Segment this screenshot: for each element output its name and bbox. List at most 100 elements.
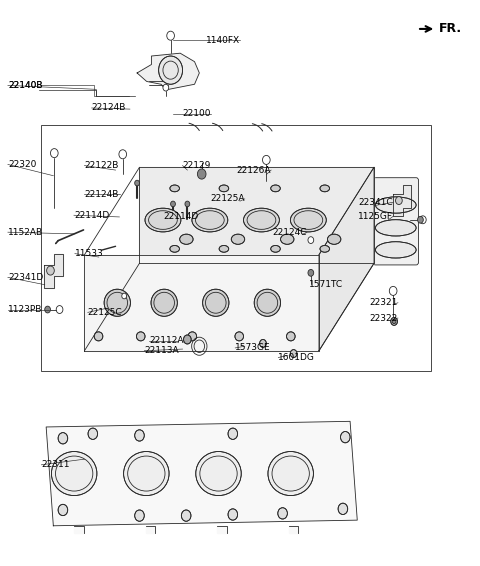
Ellipse shape: [271, 246, 280, 252]
Ellipse shape: [196, 452, 241, 496]
Circle shape: [183, 335, 191, 344]
Text: 1123PB: 1123PB: [8, 305, 42, 314]
Text: 22113A: 22113A: [144, 346, 179, 355]
Ellipse shape: [104, 289, 131, 316]
Circle shape: [278, 508, 288, 519]
Ellipse shape: [203, 289, 229, 316]
Text: 22100: 22100: [183, 109, 211, 118]
Polygon shape: [217, 526, 227, 533]
Ellipse shape: [94, 332, 103, 341]
Circle shape: [340, 431, 350, 443]
Text: 22140B: 22140B: [8, 81, 42, 90]
FancyBboxPatch shape: [373, 178, 419, 265]
Polygon shape: [393, 185, 411, 216]
Text: 22341D: 22341D: [8, 273, 43, 282]
Text: FR.: FR.: [439, 23, 462, 36]
Text: 22126A: 22126A: [237, 166, 271, 174]
Circle shape: [181, 510, 191, 521]
Circle shape: [185, 201, 190, 207]
Text: 1573GE: 1573GE: [235, 344, 271, 353]
Text: 1152AB: 1152AB: [8, 228, 43, 237]
Bar: [41, 125, 432, 371]
Text: 22341C: 22341C: [359, 198, 393, 207]
Text: 22112A: 22112A: [149, 336, 183, 345]
Text: 22311: 22311: [41, 460, 70, 469]
Text: 22122B: 22122B: [84, 161, 119, 170]
Text: 1125GF: 1125GF: [358, 212, 393, 221]
Text: 22320: 22320: [8, 160, 36, 169]
Text: 1140FX: 1140FX: [206, 36, 240, 45]
Polygon shape: [84, 255, 319, 351]
Text: 1571TC: 1571TC: [310, 280, 344, 289]
Circle shape: [163, 84, 168, 91]
Ellipse shape: [235, 332, 243, 341]
Polygon shape: [46, 421, 357, 526]
Text: 1601DG: 1601DG: [278, 353, 315, 362]
Ellipse shape: [51, 452, 97, 496]
Text: 22124C: 22124C: [273, 228, 307, 237]
Ellipse shape: [219, 246, 228, 252]
Text: 22125C: 22125C: [88, 308, 122, 317]
Ellipse shape: [170, 185, 180, 192]
Circle shape: [391, 318, 397, 325]
Text: 22124B: 22124B: [84, 190, 119, 199]
Circle shape: [47, 266, 54, 275]
Ellipse shape: [124, 452, 169, 496]
Circle shape: [338, 503, 348, 514]
Circle shape: [135, 180, 140, 186]
Circle shape: [58, 432, 68, 444]
Ellipse shape: [254, 289, 280, 316]
Text: 22124B: 22124B: [92, 104, 126, 113]
Ellipse shape: [327, 234, 341, 245]
Ellipse shape: [136, 332, 145, 341]
Circle shape: [135, 510, 144, 521]
Circle shape: [396, 196, 402, 204]
Ellipse shape: [231, 234, 245, 245]
Text: 22114D: 22114D: [74, 211, 109, 220]
Circle shape: [88, 428, 97, 439]
Ellipse shape: [170, 246, 180, 252]
Circle shape: [58, 504, 68, 516]
Ellipse shape: [192, 208, 228, 232]
Text: 22140B: 22140B: [8, 81, 42, 90]
Text: 11533: 11533: [75, 249, 104, 258]
Text: 22322: 22322: [370, 314, 398, 323]
Polygon shape: [140, 168, 374, 263]
Ellipse shape: [375, 220, 416, 236]
Text: 22125A: 22125A: [210, 194, 245, 203]
Polygon shape: [44, 254, 63, 288]
Polygon shape: [137, 53, 199, 90]
Ellipse shape: [180, 234, 193, 245]
Circle shape: [197, 169, 206, 179]
Text: 22321: 22321: [370, 298, 398, 307]
Text: 22129: 22129: [182, 161, 211, 170]
Ellipse shape: [287, 332, 295, 341]
Ellipse shape: [268, 452, 313, 496]
Ellipse shape: [375, 197, 416, 213]
Ellipse shape: [219, 185, 228, 192]
Ellipse shape: [290, 208, 326, 232]
Circle shape: [418, 216, 423, 223]
Ellipse shape: [375, 242, 416, 258]
Polygon shape: [146, 526, 156, 533]
Ellipse shape: [271, 185, 280, 192]
Polygon shape: [74, 526, 84, 533]
Circle shape: [260, 340, 266, 348]
Circle shape: [158, 56, 182, 84]
Circle shape: [228, 509, 238, 520]
Ellipse shape: [188, 332, 197, 341]
Polygon shape: [319, 168, 374, 351]
Text: 22114D: 22114D: [163, 212, 199, 221]
Ellipse shape: [243, 208, 279, 232]
Circle shape: [290, 350, 297, 358]
Circle shape: [308, 237, 314, 243]
Ellipse shape: [280, 234, 294, 245]
Circle shape: [135, 430, 144, 441]
Circle shape: [170, 201, 175, 207]
Ellipse shape: [145, 208, 181, 232]
Ellipse shape: [320, 246, 330, 252]
Circle shape: [122, 293, 127, 299]
Circle shape: [228, 428, 238, 439]
Circle shape: [45, 306, 50, 313]
Polygon shape: [289, 526, 299, 533]
